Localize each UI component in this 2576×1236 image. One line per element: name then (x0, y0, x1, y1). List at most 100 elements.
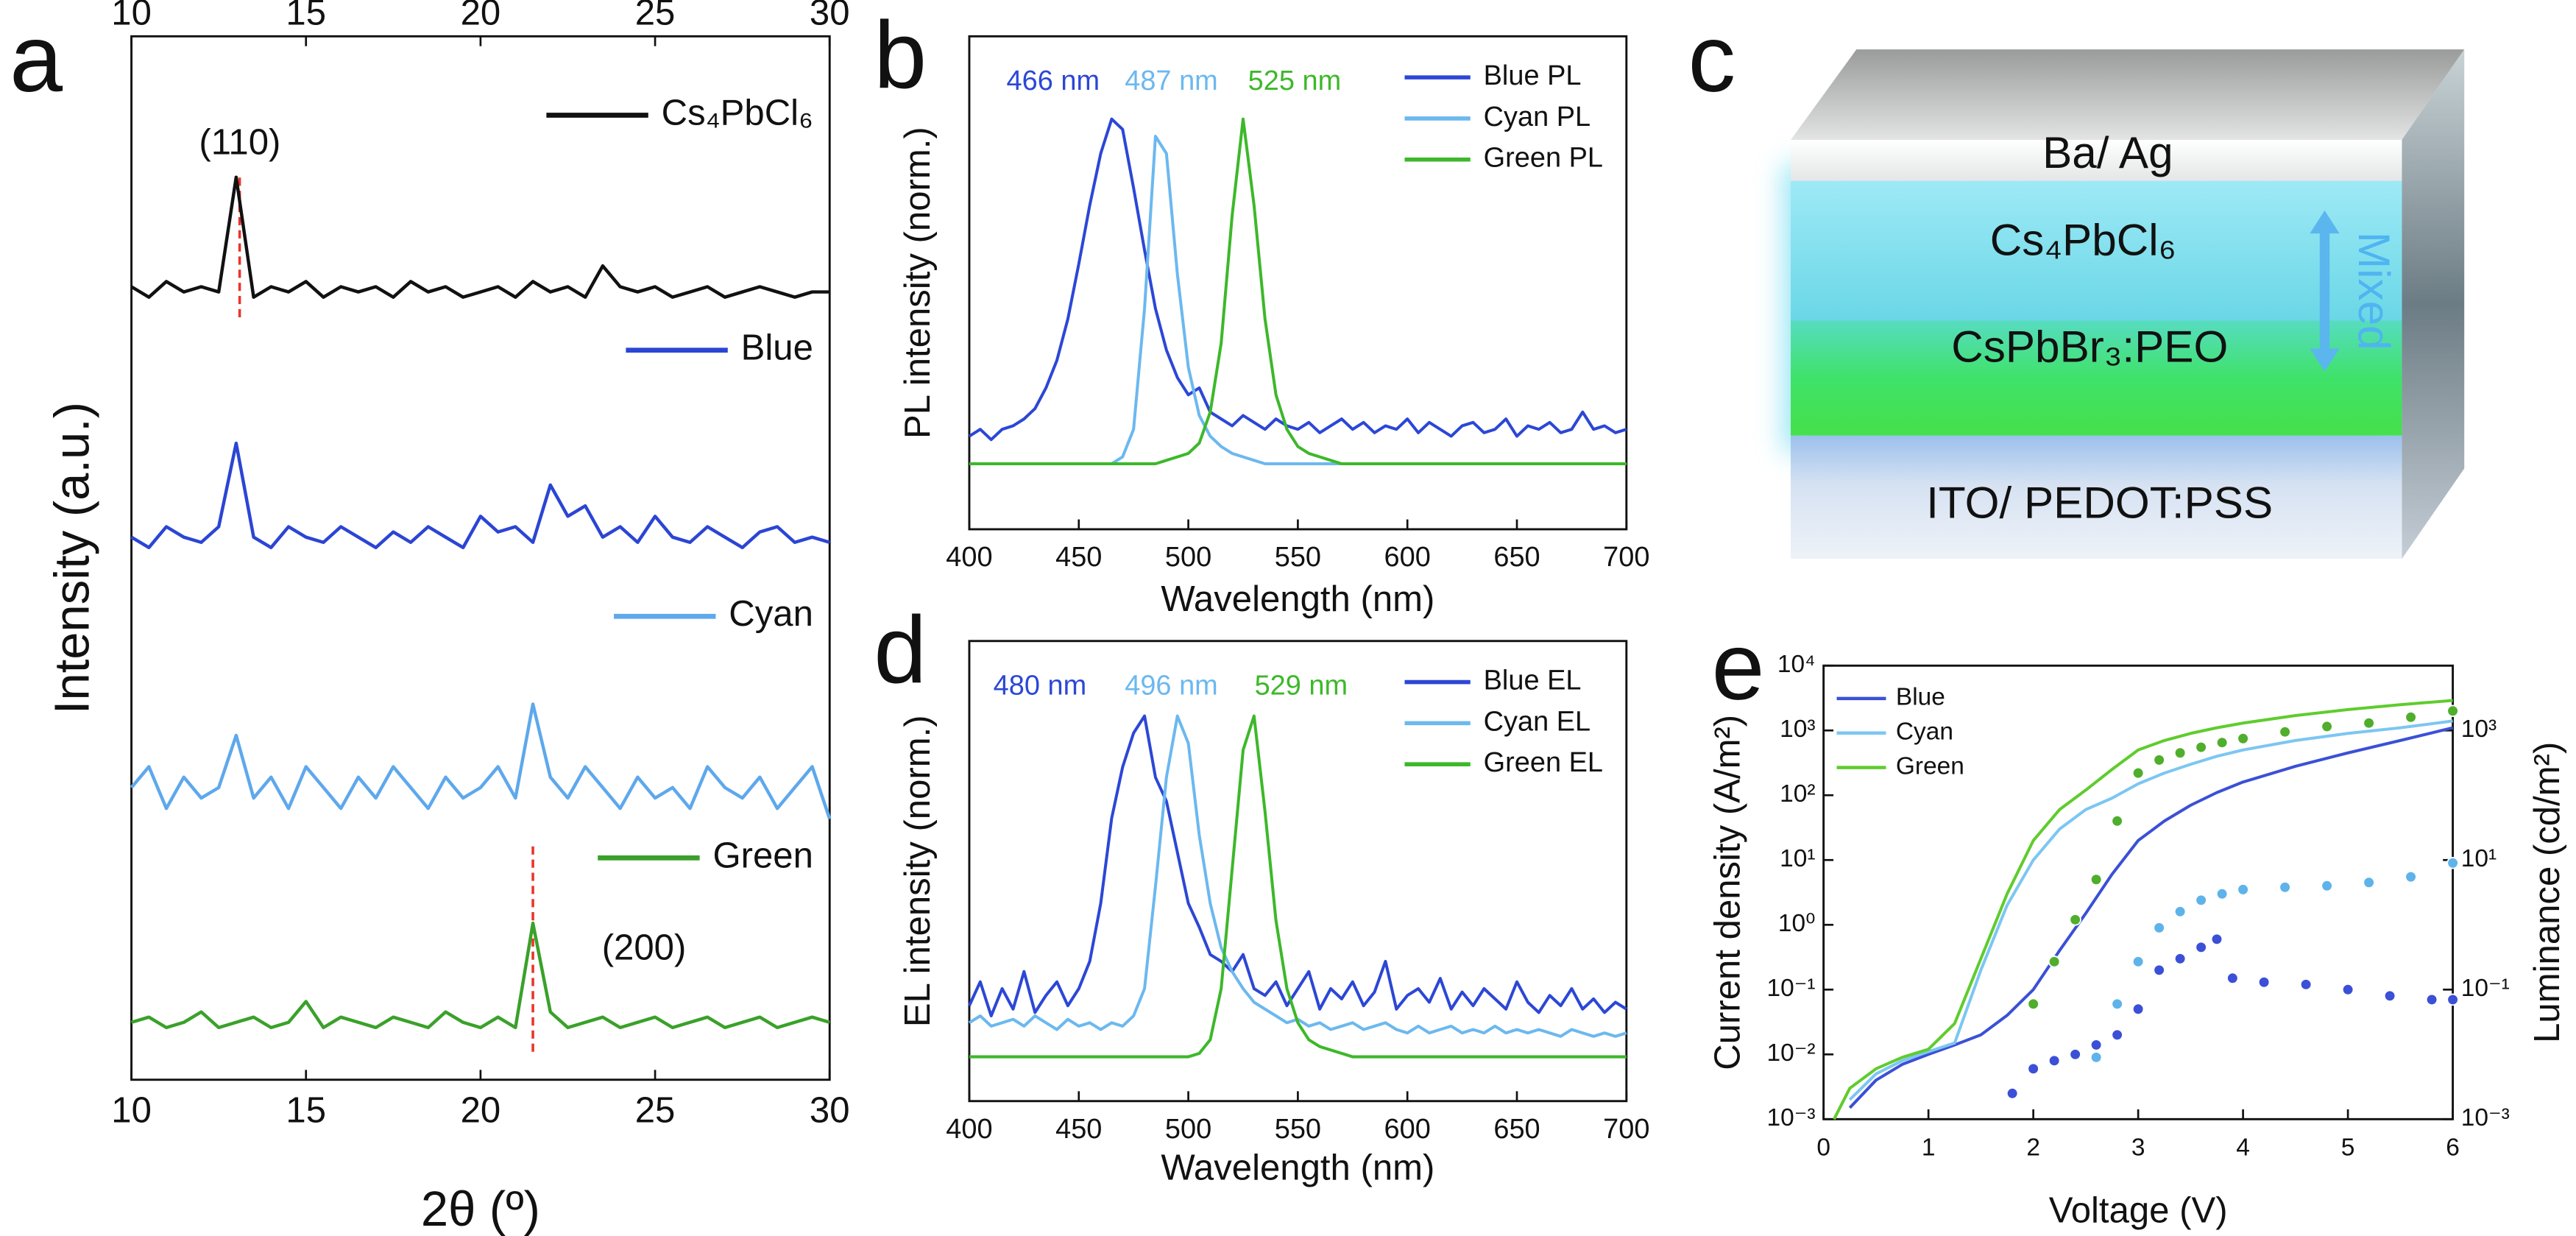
scatter-point (2279, 880, 2291, 894)
scatter-point (2048, 956, 2061, 968)
scatter-point (2321, 880, 2333, 892)
y2-tick-label: 10¹ (2461, 845, 2497, 872)
scatter-point (2425, 993, 2438, 1006)
scatter-point (2090, 1051, 2103, 1064)
legend-label: Green (1896, 752, 1964, 780)
x-tick-label: 500 (1165, 542, 1211, 573)
x-tick-label: 400 (946, 542, 992, 573)
x-axis-label: 2θ (º) (421, 1182, 540, 1236)
scatter-point (2405, 711, 2417, 724)
side-label: Mixed (2349, 232, 2399, 350)
scatter-point (2321, 720, 2333, 733)
series-line (1848, 719, 2453, 1101)
x-axis-label: Wavelength (nm) (1161, 1148, 1434, 1187)
legend-label: Cyan (1896, 718, 1953, 746)
scatter-point (2131, 766, 2145, 780)
x-tick-label: 500 (1165, 1114, 1211, 1145)
y2-axis-label: Luminance (cd/m²) (2527, 742, 2567, 1043)
y-tick-label: 10² (1780, 780, 1815, 808)
scatter-point (2069, 1048, 2081, 1061)
scatter-point (2446, 857, 2459, 869)
scatter-point (2173, 953, 2187, 965)
y-tick-label: 10⁻² (1766, 1039, 1815, 1067)
panel-letter: d (874, 597, 927, 703)
series-line (969, 714, 1627, 1059)
series-line (969, 135, 1627, 465)
x-top-tick-label: 25 (635, 0, 676, 32)
x-tick-label: 4 (2236, 1134, 2250, 1161)
x-tick-label: 550 (1275, 1114, 1321, 1145)
x-tick-label: 600 (1384, 542, 1431, 573)
scatter-point (2173, 905, 2187, 918)
x-tick-label: 2 (2026, 1134, 2040, 1161)
series-line (130, 175, 830, 299)
scatter-point (2111, 1028, 2123, 1042)
scatter-point (2215, 736, 2229, 749)
scatter-point (2153, 964, 2165, 977)
y-tick-label: 10³ (1780, 716, 1815, 743)
x-tick-label: 1 (1922, 1134, 1936, 1161)
layer-ito (1791, 435, 2402, 559)
scatter-point (2341, 983, 2354, 996)
panel-letter: e (1712, 614, 1765, 720)
annotation: 466 nm (1007, 66, 1100, 96)
series-line (968, 714, 1627, 1018)
legend-label: Green EL (1484, 747, 1603, 778)
series-line (130, 921, 830, 1030)
legend-label: Cyan (729, 594, 813, 634)
x-tick-label: 30 (810, 1090, 850, 1130)
y-tick-label: 10⁰ (1778, 910, 1816, 937)
scatter-point (2210, 933, 2223, 946)
scatter-point (2006, 1087, 2019, 1100)
legend-label: Cs₄PbCl₆ (662, 93, 813, 133)
layer-mixed (1791, 320, 2402, 436)
legend-label: Green (712, 836, 813, 875)
scatter-point (2173, 746, 2187, 760)
mix-arrow (2310, 210, 2340, 372)
layer-cl (1791, 180, 2402, 321)
annotation: 487 nm (1125, 66, 1218, 96)
annotation: 496 nm (1125, 670, 1218, 701)
x-tick-label: 450 (1055, 1114, 1102, 1145)
y-tick-label: 10⁻³ (1766, 1104, 1815, 1131)
x-tick-label: 6 (2446, 1134, 2460, 1161)
scatter-point (2153, 754, 2165, 766)
panel-letter: c (1688, 6, 1736, 112)
series-line (968, 117, 1627, 442)
legend-label: Cyan PL (1484, 102, 1591, 133)
y2-tick-label: 10⁻³ (2461, 1104, 2510, 1131)
scatter-point (2048, 1054, 2061, 1067)
scatter-point (2279, 725, 2291, 738)
x-tick-label: 400 (946, 1114, 992, 1145)
scatter-point (2195, 941, 2207, 954)
legend-label: Cyan EL (1484, 706, 1591, 737)
legend-label: Green PL (1484, 143, 1603, 174)
scatter-point (2215, 888, 2229, 900)
scatter-point (2363, 716, 2375, 730)
y-axis-label: Intensity (a.u.) (44, 402, 99, 714)
top-face (1791, 49, 2465, 140)
layer-label: Ba/ Ag (2042, 127, 2173, 177)
scatter-point (2131, 1003, 2145, 1016)
scatter-point (2111, 997, 2123, 1011)
x-tick-label: 700 (1603, 542, 1649, 573)
layer-label: ITO/ PEDOT:PSS (1926, 478, 2273, 528)
annotation: (200) (602, 928, 687, 967)
scatter-point (2195, 894, 2207, 907)
y2-tick-label: 10⁻¹ (2461, 975, 2510, 1002)
legend-label: Blue (1896, 684, 1945, 711)
x-tick-label: 550 (1275, 542, 1321, 573)
x-tick-label: 650 (1493, 542, 1540, 573)
scatter-point (2446, 704, 2459, 718)
x-top-tick-label: 15 (286, 0, 326, 32)
scatter-point (2237, 883, 2249, 896)
y-axis-label: Current density (A/m²) (1708, 715, 1747, 1070)
scatter-point (2405, 870, 2417, 883)
device-diagram: c Ba/ Ag Cs₄PbCl₆ CsPbBr₃:PEO ITO/ PEDOT… (1688, 6, 2465, 559)
x-tick-label: 450 (1055, 542, 1102, 573)
x-tick-label: 700 (1603, 1114, 1649, 1145)
scatter-point (2195, 741, 2207, 754)
scatter-point (2027, 1062, 2039, 1076)
